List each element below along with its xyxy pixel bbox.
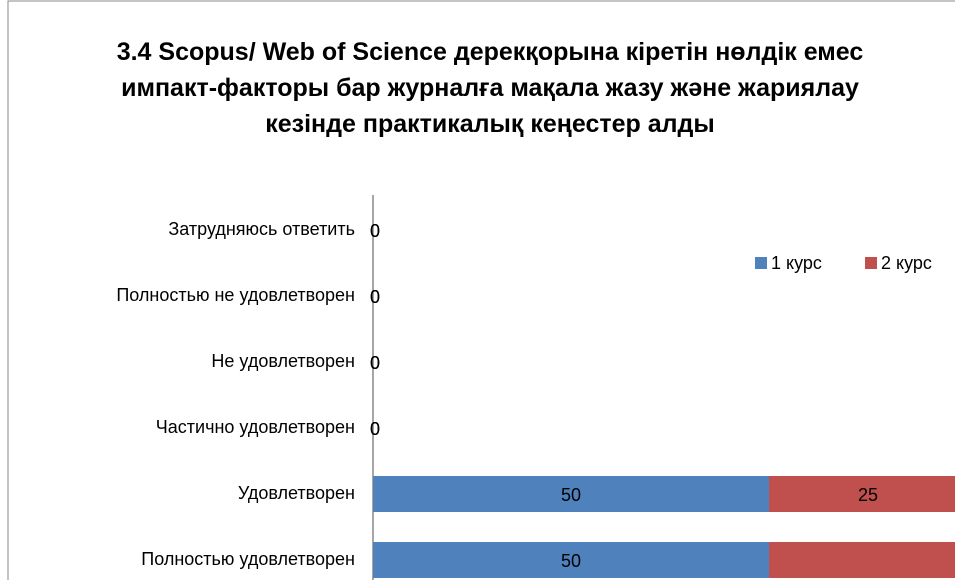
- data-label: 50: [561, 485, 581, 505]
- data-label: 0: [370, 353, 380, 373]
- y-tick-label: Полностью не удовлетворен: [116, 285, 355, 305]
- data-label: 0: [370, 353, 380, 373]
- legend-label: 1 курс: [771, 253, 822, 273]
- y-tick-label: Затрудняюсь ответить: [168, 219, 355, 239]
- bar: [769, 542, 955, 578]
- data-label: 0: [370, 419, 380, 439]
- legend-label: 2 курс: [881, 253, 932, 273]
- chart-frame: [7, 0, 955, 580]
- data-label: 0: [370, 221, 380, 241]
- y-tick-label: Не удовлетворен: [211, 351, 355, 371]
- bar: [769, 476, 955, 512]
- data-label: 25: [858, 485, 878, 505]
- data-label: 0: [370, 287, 380, 307]
- bar: [373, 476, 769, 512]
- data-label: 0: [370, 419, 380, 439]
- bar: [373, 542, 769, 578]
- legend-swatch: [755, 257, 767, 269]
- y-tick-label: Частично удовлетворен: [156, 417, 355, 437]
- y-tick-label: Удовлетворен: [238, 483, 355, 503]
- data-label: 0: [370, 221, 380, 241]
- legend-swatch: [865, 257, 877, 269]
- data-label: 0: [370, 287, 380, 307]
- y-tick-label: Полностью удовлетворен: [141, 549, 355, 569]
- data-label: 50: [561, 551, 581, 571]
- chart-title: 3.4 Scopus/ Web of Science дерекқорына к…: [116, 38, 864, 138]
